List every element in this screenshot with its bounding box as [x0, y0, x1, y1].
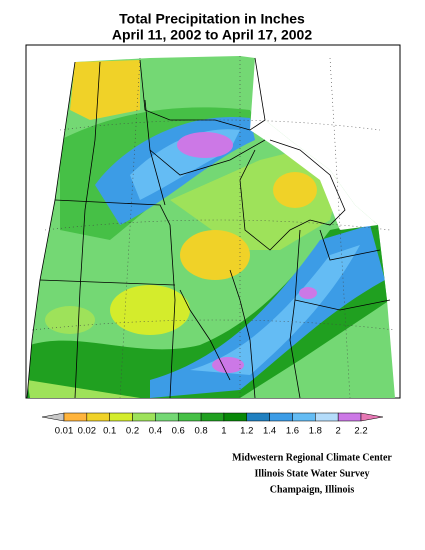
- legend-swatch: [132, 412, 156, 422]
- legend-swatch: [200, 412, 225, 422]
- legend-swatch: [292, 412, 316, 422]
- legend-swatch: [155, 412, 179, 422]
- credit-line: Midwestern Regional Climate Center: [232, 452, 392, 463]
- credit-line: Illinois State Water Survey: [255, 468, 370, 479]
- graticule: [31, 56, 396, 399]
- legend-swatch: [177, 412, 202, 422]
- legend-label: 0.2: [126, 426, 139, 437]
- legend-label: 1.6: [286, 426, 299, 437]
- legend-swatch: [223, 412, 248, 422]
- credit-line: Champaign, Illinois: [270, 484, 355, 495]
- legend-label: 0.02: [78, 426, 97, 437]
- map: [25, 44, 401, 399]
- legend-swatch: [337, 412, 362, 422]
- boundaries: [26, 57, 391, 399]
- legend-label: 1.8: [309, 426, 322, 437]
- legend-label: 0.6: [172, 426, 185, 437]
- legend-label: 2: [336, 426, 341, 437]
- legend-swatch: [315, 412, 339, 422]
- legend-swatch: [63, 412, 88, 422]
- legend-label: 0.1: [103, 426, 116, 437]
- title-line: Total Precipitation in Inches: [119, 11, 305, 27]
- legend: 0.01 0.02 0.1 0.2 0.4 0.6 0.8 1 1.2 1.4 1.6 1.8 2 2.2: [41, 412, 384, 437]
- legend-label: 0.8: [194, 426, 207, 437]
- legend-label: 2.2: [354, 426, 367, 437]
- title-line: April 11, 2002 to April 17, 2002: [112, 27, 312, 43]
- legend-swatch: [269, 412, 293, 422]
- legend-label: 0.4: [149, 426, 162, 437]
- legend-low-arrow: [41, 412, 65, 422]
- legend-swatch: [246, 412, 270, 422]
- legend-label: 1.2: [240, 426, 253, 437]
- legend-label: 1.4: [263, 426, 276, 437]
- legend-swatch: [109, 412, 133, 422]
- legend-high-arrow: [360, 412, 384, 422]
- legend-label: 0.01: [55, 426, 74, 437]
- legend-label: 1: [221, 426, 226, 437]
- legend-swatch: [86, 412, 110, 422]
